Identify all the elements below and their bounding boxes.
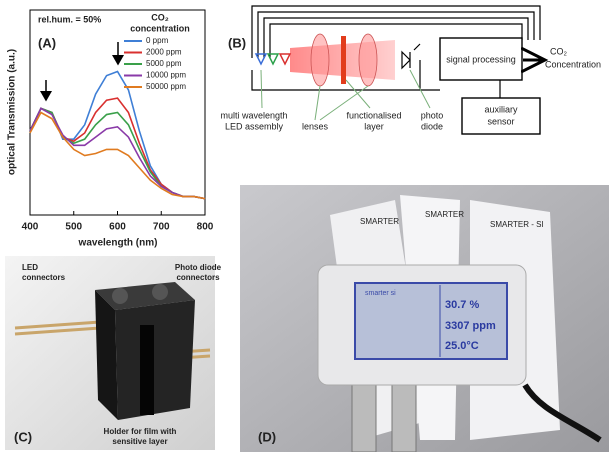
panel-label: (D): [258, 429, 276, 444]
diagram: (B) signal processing CO₂ Concentration …: [220, 5, 601, 135]
legend-label: 0 ppm: [146, 36, 169, 45]
annotation: Photo diode: [175, 263, 222, 272]
series-line: [29, 111, 206, 200]
label: LED assembly: [225, 121, 284, 131]
x-tick-label: 800: [197, 222, 214, 233]
screen: [354, 282, 508, 360]
display-text: 30.7 %: [445, 299, 479, 311]
wire: [251, 5, 541, 58]
display-text: 3307 ppm: [445, 320, 496, 332]
holder: [95, 290, 118, 420]
photo-diode: [401, 43, 421, 70]
box-label: signal processing: [446, 54, 516, 64]
display-text: smarter si: [365, 290, 396, 297]
x-tick-label: 700: [153, 222, 170, 233]
connector: [391, 377, 417, 452]
photo-c: LED connectors Photo diode connectors Ho…: [5, 256, 222, 450]
output-label: Concentration: [545, 59, 601, 69]
annotation: Holder for film with: [104, 427, 177, 436]
wire: [251, 60, 440, 91]
card-text: SMARTER: [360, 217, 399, 226]
screw: [112, 288, 128, 304]
box-label: auxiliary: [484, 104, 518, 114]
label: functionalised: [346, 110, 401, 120]
x-axis-label: wavelength (nm): [78, 238, 158, 249]
annotation: connectors: [176, 273, 220, 282]
display-text: 25.0°C: [445, 340, 479, 352]
annotation: sensitive layer: [112, 437, 167, 446]
connector-wire: [14, 326, 101, 336]
box-label: sensor: [487, 116, 514, 126]
lens: [358, 33, 378, 87]
functional-layer: [341, 36, 346, 84]
chart: rel.hum. = 50% (A) wavelength (nm) optic…: [7, 9, 214, 249]
annotation: rel.hum. = 50%: [38, 14, 101, 24]
output-label: CO₂: [550, 46, 568, 56]
led: [254, 53, 268, 66]
holder: [115, 300, 195, 420]
connector-wire: [14, 320, 101, 330]
photo-d: SMARTER SMARTER SMARTER - SI smarter si …: [240, 185, 609, 452]
label: photo: [421, 110, 444, 120]
card-text: SMARTER: [425, 210, 464, 219]
x-tick-label: 600: [109, 222, 126, 233]
series-line: [29, 107, 206, 200]
card-text: SMARTER - SI: [490, 220, 544, 229]
label: multi wavelength: [220, 110, 287, 120]
x-tick-label: 500: [65, 222, 82, 233]
cable: [522, 383, 602, 443]
label: diode: [421, 121, 443, 131]
box: [461, 97, 541, 135]
y-axis-label: optical Transmission (a.u.): [7, 49, 18, 175]
screw: [152, 284, 168, 300]
annotation: connectors: [22, 273, 66, 282]
panel-label: (B): [228, 35, 246, 50]
holder-slot: [140, 325, 154, 415]
legend-label: 2000 ppm: [146, 48, 182, 57]
led: [266, 53, 280, 66]
legend-title: CO₂: [151, 12, 169, 22]
label: layer: [364, 121, 384, 131]
legend-label: 10000 ppm: [146, 71, 186, 80]
label: lenses: [302, 121, 329, 131]
x-tick-label: 400: [22, 222, 39, 233]
legend-title: concentration: [130, 23, 190, 33]
panel-label: (A): [38, 35, 56, 50]
connector: [351, 377, 377, 452]
legend-label: 50000 ppm: [146, 82, 186, 91]
box: [439, 37, 523, 81]
legend-label: 5000 ppm: [146, 59, 182, 68]
lens: [310, 33, 330, 87]
led: [278, 53, 292, 66]
leaders: [260, 69, 431, 121]
panel-label: (C): [14, 429, 32, 444]
annotation: LED: [22, 263, 38, 272]
